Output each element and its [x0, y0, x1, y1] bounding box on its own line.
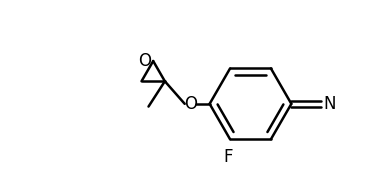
Text: O: O — [138, 52, 151, 70]
Text: O: O — [184, 95, 197, 113]
Text: N: N — [323, 95, 336, 113]
Text: F: F — [223, 148, 233, 166]
